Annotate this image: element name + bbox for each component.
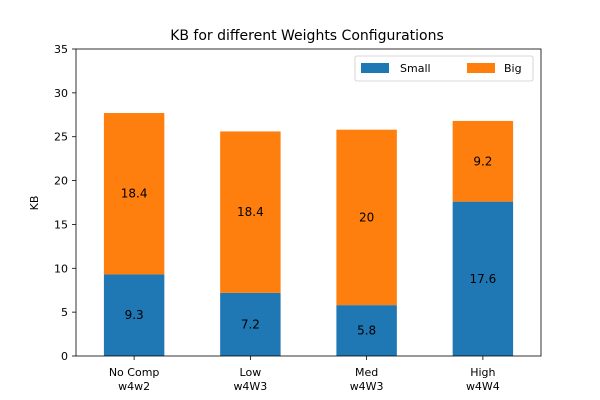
x-tick-label: w4w2 [118,380,150,393]
bar-big-3 [452,120,514,202]
legend-swatch-small [361,63,389,73]
bar-data-label: 20 [359,210,374,224]
plot-frame [75,48,542,357]
bar-small-0 [103,274,165,356]
bar-data-label: 9.3 [125,308,144,322]
bar-big-0 [103,113,165,275]
bar-big-1 [220,131,281,293]
y-tick-label: 10 [54,262,68,275]
bar-big-2 [336,129,397,306]
y-tick-label: 15 [54,218,68,231]
x-tick-label: w4W4 [466,380,500,393]
bar-small-2 [336,305,397,356]
y-tick-label: 35 [54,43,68,56]
bar-small-3 [452,201,514,356]
y-axis-label: KB [28,196,41,211]
x-tick-label: Low [240,366,262,379]
legend-label-big: Big [504,62,522,75]
bar-labels-group: 9.3 18.4 7.2 18.4 5.8 20 17.6 9.2 [121,154,496,337]
y-axis: 0 5 10 15 20 25 30 35 [54,43,76,363]
legend: Small Big [354,55,534,82]
x-tick-label: w4W3 [350,380,384,393]
bar-small-1 [220,292,281,356]
y-tick-label: 20 [54,175,68,188]
x-tick-label: High [470,366,495,379]
bar-data-label: 18.4 [237,205,264,219]
y-tick-label: 25 [54,131,68,144]
bar-data-label: 7.2 [241,317,260,331]
x-tick-label: Med [355,366,378,379]
x-tick-label: No Comp [109,366,160,379]
y-tick-label: 30 [54,87,68,100]
chart-title: KB for different Weights Configurations [170,28,444,44]
bars-group [103,113,514,356]
bar-data-label: 5.8 [357,324,376,338]
y-tick-label: 5 [61,306,68,319]
legend-swatch-big [467,63,495,73]
x-tick-label: w4W3 [233,380,267,393]
bar-data-label: 17.6 [470,272,497,286]
legend-box [354,55,534,82]
bar-data-label: 18.4 [121,187,148,201]
legend-label-small: Small [400,62,431,75]
bar-data-label: 9.2 [473,154,492,168]
y-tick-label: 0 [61,350,68,363]
